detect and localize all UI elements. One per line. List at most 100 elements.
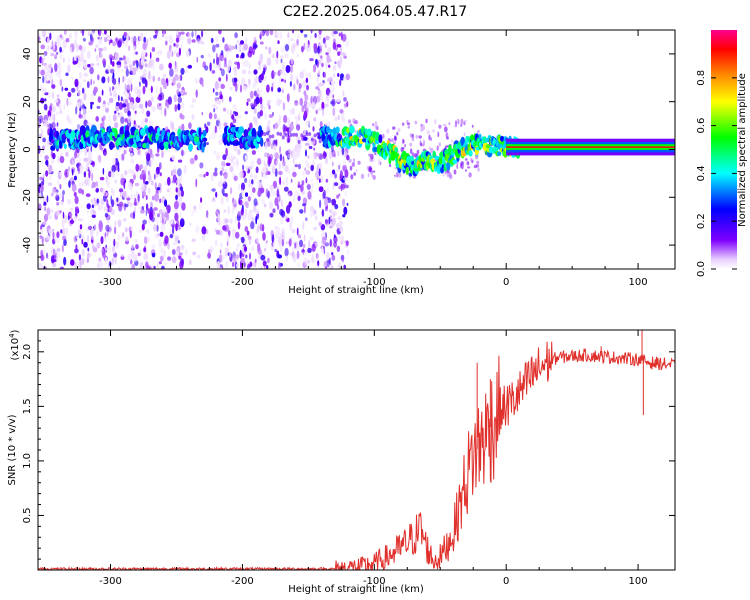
noise-blob xyxy=(310,164,315,172)
noise-blob xyxy=(216,56,220,66)
noise-blob xyxy=(72,60,78,65)
noise-blob xyxy=(56,94,60,98)
noise-blob xyxy=(423,140,426,146)
noise-blob xyxy=(343,97,347,102)
noise-blob xyxy=(224,224,229,232)
noise-blob xyxy=(163,249,166,258)
noise-blob xyxy=(209,62,212,72)
noise-blob xyxy=(112,72,115,79)
ridge-blob xyxy=(238,126,245,134)
noise-blob xyxy=(328,64,331,68)
noise-blob xyxy=(43,122,48,127)
noise-blob xyxy=(329,172,333,179)
noise-blob xyxy=(454,125,458,128)
noise-blob xyxy=(297,234,301,239)
noise-blob xyxy=(82,113,86,120)
noise-blob xyxy=(104,257,108,266)
noise-blob xyxy=(191,98,196,104)
noise-blob xyxy=(394,174,396,177)
noise-blob xyxy=(426,129,430,135)
noise-blob xyxy=(141,206,144,211)
noise-blob xyxy=(42,173,45,178)
noise-blob xyxy=(161,265,165,269)
noise-blob xyxy=(45,234,51,241)
snr-panel: -300 -200 -100 0 100 0.5 1.0 1.5 2.0 Height of s… xyxy=(7,329,676,595)
noise-blob xyxy=(205,171,209,177)
noise-blob xyxy=(261,198,266,205)
noise-blob xyxy=(130,193,133,201)
noise-blob xyxy=(86,50,92,59)
noise-blob xyxy=(227,109,229,115)
noise-blob xyxy=(224,218,229,224)
noise-blob xyxy=(90,149,93,157)
noise-blob xyxy=(339,174,342,182)
noise-blob xyxy=(198,174,203,178)
noise-blob xyxy=(270,143,274,150)
ridge-blob xyxy=(289,133,293,137)
noise-blob xyxy=(303,42,306,51)
noise-blob xyxy=(56,251,61,259)
noise-blob xyxy=(111,258,115,266)
noise-blob xyxy=(282,160,286,167)
noise-blob xyxy=(47,128,50,136)
noise-blob xyxy=(94,48,97,52)
noise-blob xyxy=(242,164,245,171)
noise-blob xyxy=(56,231,60,239)
noise-blob xyxy=(63,256,67,266)
noise-blob xyxy=(90,92,95,101)
noise-blob xyxy=(281,88,284,94)
ridge-blob xyxy=(85,130,90,139)
noise-blob xyxy=(185,248,188,256)
noise-blob xyxy=(75,244,78,250)
noise-blob xyxy=(80,99,84,106)
noise-blob xyxy=(147,170,151,176)
noise-blob xyxy=(104,247,110,251)
noise-blob xyxy=(269,212,274,218)
noise-blob xyxy=(51,106,54,113)
noise-blob xyxy=(63,238,67,246)
ridge-blob xyxy=(284,132,288,137)
ridge-blob xyxy=(485,144,491,149)
noise-blob xyxy=(297,33,300,39)
noise-blob xyxy=(301,190,306,195)
noise-blob xyxy=(232,255,237,264)
ridge-blob xyxy=(50,145,56,151)
noise-blob xyxy=(313,210,317,215)
noise-blob xyxy=(293,42,296,49)
noise-blob xyxy=(100,53,103,59)
noise-blob xyxy=(344,169,349,178)
noise-blob xyxy=(101,89,104,96)
noise-blob xyxy=(169,229,172,235)
noise-blob xyxy=(124,83,127,92)
noise-blob xyxy=(159,215,162,224)
noise-blob xyxy=(213,113,217,120)
noise-blob xyxy=(148,70,151,80)
noise-blob xyxy=(298,83,302,89)
noise-blob xyxy=(59,46,62,53)
noise-blob xyxy=(285,176,289,186)
noise-blob xyxy=(62,194,64,203)
colorbar-gradient xyxy=(711,30,737,269)
noise-blob xyxy=(244,36,248,44)
noise-blob xyxy=(83,241,88,248)
noise-blob xyxy=(321,107,325,117)
noise-blob xyxy=(332,94,335,99)
noise-blob xyxy=(142,219,147,225)
noise-blob xyxy=(144,63,148,68)
noise-blob xyxy=(81,189,85,195)
noise-blob xyxy=(78,44,83,51)
noise-blob xyxy=(154,30,159,34)
noise-blob xyxy=(255,208,260,214)
noise-blob xyxy=(278,261,281,269)
ridge-blob xyxy=(349,125,355,134)
noise-blob xyxy=(411,135,415,142)
noise-blob xyxy=(249,252,251,260)
noise-blob xyxy=(134,89,138,94)
noise-blob xyxy=(201,233,206,242)
noise-blob xyxy=(55,209,60,217)
noise-blob xyxy=(98,36,103,46)
ridge-blob xyxy=(260,131,264,136)
ridge-blob xyxy=(202,129,207,137)
noise-blob xyxy=(308,145,313,150)
noise-blob xyxy=(331,198,337,206)
